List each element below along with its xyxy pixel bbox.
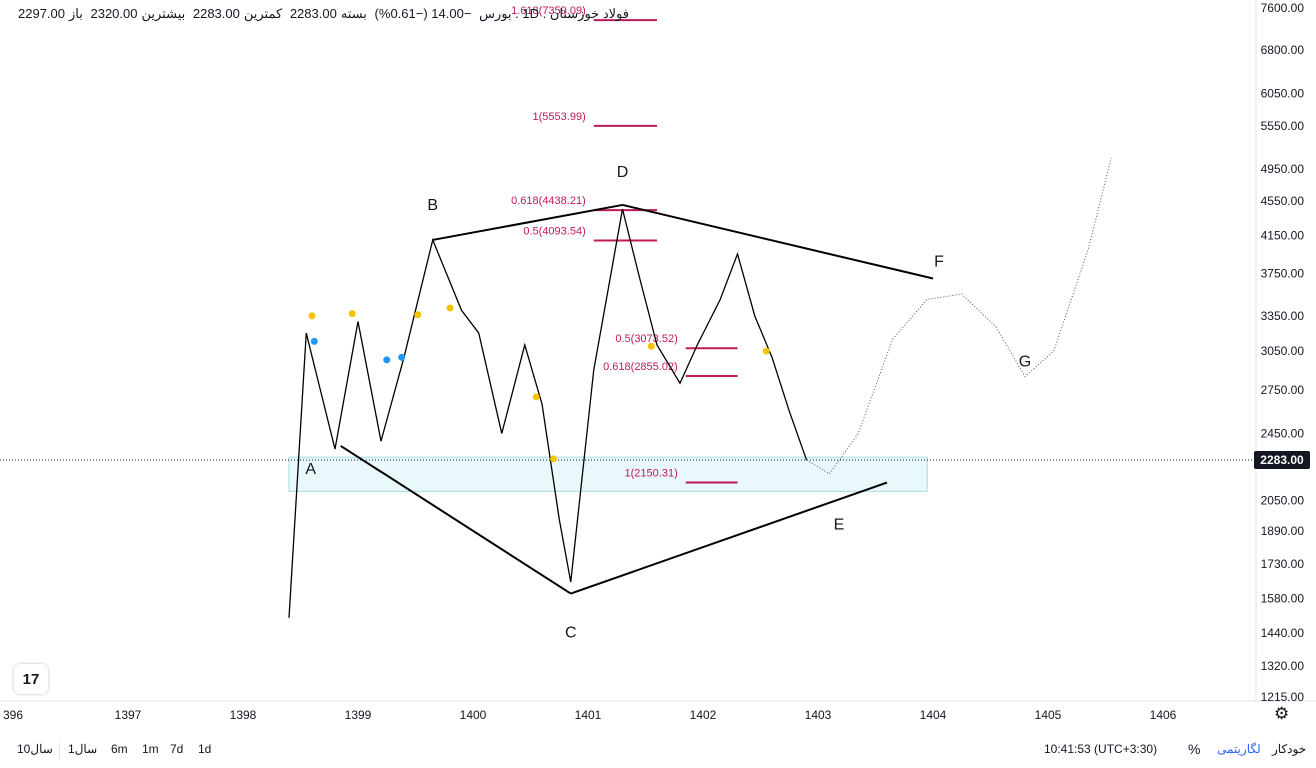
signal-marker — [647, 342, 655, 350]
legend-open-value: 2297.00 — [18, 6, 65, 21]
timeframe-1m[interactable]: 1m — [142, 742, 159, 756]
signal-marker — [550, 455, 557, 463]
pattern-label: C — [565, 625, 577, 642]
chart-canvas[interactable]: 7600.00 6800.00 6050.00 5550.00 4950.00 4550.… — [0, 0, 1316, 734]
y-tick-label: 1440.00 — [1261, 626, 1305, 640]
toolbar-divider — [59, 743, 60, 759]
x-tick-label: 1399 — [345, 708, 372, 722]
x-tick-label: 396 — [3, 708, 23, 722]
pattern-label: G — [1019, 354, 1031, 371]
signal-marker — [383, 356, 391, 364]
pattern-label: A — [305, 461, 316, 478]
signal-marker — [532, 393, 540, 401]
x-tick-label: 1406 — [1150, 708, 1177, 722]
pattern-label: F — [934, 254, 944, 271]
fib-level-label: 1(2150.31) — [625, 467, 678, 479]
auto-scale-toggle[interactable]: خودکار — [1272, 742, 1307, 756]
y-tick-label: 1890.00 — [1261, 524, 1305, 538]
signal-marker — [414, 311, 422, 319]
legend-low-label: کمترین — [243, 6, 283, 21]
fib-level-label: 1.618(7359.09) — [511, 5, 586, 17]
y-tick-label: 6050.00 — [1261, 87, 1305, 101]
clock-timezone[interactable]: 10:41:53 (UTC+3:30) — [1044, 742, 1158, 756]
y-tick-label: 2450.00 — [1261, 426, 1305, 440]
fib-level-label: 1(5553.99) — [533, 111, 586, 123]
signal-marker — [310, 337, 318, 345]
legend-change: −14.00 (−0.61%) — [374, 6, 472, 21]
fib-level-label: 0.5(4093.54) — [523, 226, 585, 238]
pattern-trendline — [340, 445, 572, 595]
pattern-trendline — [432, 203, 623, 241]
y-tick-label: 2750.00 — [1261, 383, 1305, 397]
signal-marker — [348, 310, 356, 318]
legend-low-value: 2283.00 — [192, 6, 240, 21]
y-tick-label: 2050.00 — [1261, 493, 1305, 507]
y-tick-label: 3750.00 — [1261, 266, 1305, 280]
timeframe-1d[interactable]: 1d — [198, 742, 212, 756]
log-scale-toggle[interactable]: لگاریتمی — [1217, 742, 1261, 756]
fib-level-label: 0.618(4438.21) — [511, 195, 586, 207]
y-tick-label: 6800.00 — [1261, 43, 1305, 57]
legend-close-label: بسته — [340, 6, 367, 21]
price-series-line — [288, 208, 808, 618]
last-price-label: 2283.00 — [1260, 453, 1304, 467]
y-tick-label: 4950.00 — [1261, 162, 1305, 176]
y-tick-label: 1580.00 — [1261, 591, 1305, 605]
fib-level-label: 0.5(3073.52) — [615, 333, 677, 345]
legend-open-label: باز — [69, 6, 83, 21]
fib-level-label: 0.618(2855.02) — [603, 361, 678, 373]
y-tick-label: 4550.00 — [1261, 194, 1305, 208]
y-tick-label: 4150.00 — [1261, 228, 1305, 242]
pattern-label: D — [617, 164, 629, 181]
x-tick-label: 1403 — [805, 708, 832, 722]
signal-marker — [398, 353, 406, 361]
projection-path — [806, 157, 1112, 475]
x-tick-label: 1398 — [230, 708, 257, 722]
percent-toggle[interactable]: % — [1188, 741, 1201, 757]
symbol-legend: فولاد خوزستان . 1D . بورس −14.00 (−0.61%… — [14, 6, 629, 22]
support-zone — [288, 456, 928, 492]
y-tick-label: 3350.00 — [1261, 309, 1305, 323]
y-tick-label: 1730.00 — [1261, 557, 1305, 571]
legend-high-label: بیشترین — [141, 6, 186, 21]
signal-marker — [446, 304, 454, 312]
timeframe-7d[interactable]: 7d — [170, 742, 184, 756]
pattern-label: E — [834, 517, 845, 534]
y-tick-label: 5550.00 — [1261, 119, 1305, 133]
x-tick-label: 1404 — [920, 708, 947, 722]
legend-symbol: فولاد خوزستان . 1D . بورس — [479, 6, 629, 21]
x-tick-label: 1401 — [575, 708, 602, 722]
y-tick-label: 1320.00 — [1261, 659, 1305, 673]
bottom-toolbar: 1d 7d 1m 6m 1سال 10سال 10:41:53 (UTC+3:3… — [0, 734, 1316, 768]
x-tick-label: 1402 — [690, 708, 717, 722]
x-tick-label: 1397 — [115, 708, 142, 722]
y-tick-label: 7600.00 — [1261, 1, 1305, 15]
timeframe-6m[interactable]: 6m — [111, 742, 128, 756]
pattern-label: B — [427, 197, 438, 214]
legend-high-value: 2320.00 — [90, 6, 138, 21]
y-tick-label: 1215.00 — [1261, 690, 1305, 704]
x-tick-label: 1400 — [460, 708, 487, 722]
last-price-badge — [1254, 450, 1310, 469]
gear-icon[interactable]: ⚙ — [1274, 704, 1290, 723]
x-tick-label: 1405 — [1035, 708, 1062, 722]
pattern-trendline — [570, 481, 888, 595]
y-tick-label: 3050.00 — [1261, 344, 1305, 358]
pattern-trendline — [622, 203, 934, 280]
timeframe-10y[interactable]: 10سال — [17, 742, 53, 756]
tradingview-logo[interactable]: 17 — [14, 664, 48, 694]
timeframe-1y[interactable]: 1سال — [68, 742, 98, 756]
signal-marker — [308, 312, 316, 320]
signal-marker — [762, 347, 770, 355]
legend-close-value: 2283.00 — [289, 6, 337, 21]
